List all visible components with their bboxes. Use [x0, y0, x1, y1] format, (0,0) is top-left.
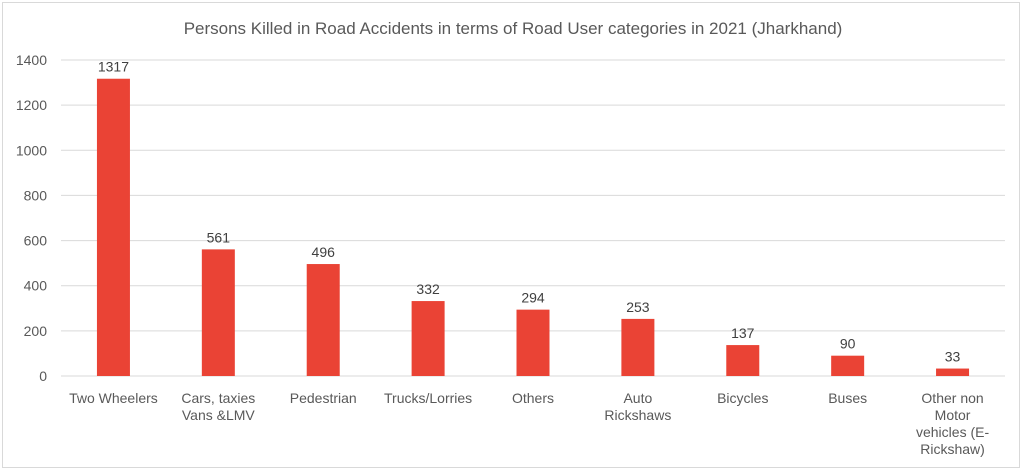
data-label: 253 — [626, 299, 650, 315]
data-label: 496 — [312, 244, 336, 260]
y-tick-label: 200 — [24, 323, 48, 339]
data-label: 137 — [731, 325, 755, 341]
data-label: 294 — [521, 290, 545, 306]
y-tick-label: 1200 — [16, 97, 47, 113]
bar — [936, 368, 970, 376]
category-label: Others — [512, 390, 554, 406]
category-label-line: Auto — [623, 390, 652, 406]
y-axis-tick-labels: 0 200 400 600 800 1000 1200 1400 — [16, 52, 47, 384]
category-label-line: Motor — [935, 407, 971, 423]
category-label-line: Other non — [921, 390, 983, 406]
category-label-line: Buses — [828, 390, 867, 406]
category-label-line: Two Wheelers — [69, 390, 158, 406]
bar — [726, 345, 760, 376]
data-labels: 1317 561 496 332 294 253 137 90 33 — [98, 59, 961, 365]
category-label-line: vehicles (E- — [916, 424, 989, 440]
bars — [96, 78, 970, 376]
data-label: 561 — [207, 229, 231, 245]
category-label-line: Rickshaws — [604, 407, 671, 423]
y-tick-label: 600 — [24, 233, 48, 249]
data-label: 1317 — [98, 59, 129, 75]
category-label: Two Wheelers — [69, 390, 158, 406]
category-label: Bicycles — [717, 390, 768, 406]
category-label: Buses — [828, 390, 867, 406]
category-label: Cars, taxies Vans &LMV — [181, 390, 255, 423]
y-tick-label: 400 — [24, 278, 48, 294]
category-label-line: Rickshaw) — [920, 441, 985, 457]
bar-chart: Persons Killed in Road Accidents in term… — [16, 19, 1005, 457]
category-label-line: Cars, taxies — [181, 390, 255, 406]
category-label: Trucks/Lorries — [384, 390, 472, 406]
data-label: 90 — [840, 336, 856, 352]
bar — [411, 301, 445, 376]
y-tick-label: 1000 — [16, 142, 47, 158]
category-label-line: Vans &LMV — [182, 407, 256, 423]
bar — [831, 355, 865, 376]
category-label-line: Others — [512, 390, 554, 406]
category-label-line: Trucks/Lorries — [384, 390, 472, 406]
y-tick-label: 800 — [24, 187, 48, 203]
category-label-line: Pedestrian — [290, 390, 357, 406]
bar — [201, 249, 235, 376]
bar — [96, 78, 130, 376]
bar — [306, 264, 340, 376]
category-label: Auto Rickshaws — [604, 390, 671, 423]
x-axis-category-labels: Two Wheelers Cars, taxies Vans &LMV Pedestr… — [69, 390, 989, 457]
data-label: 332 — [416, 281, 440, 297]
chart-title: Persons Killed in Road Accidents in term… — [184, 19, 843, 38]
y-tick-label: 0 — [39, 368, 47, 384]
data-label: 33 — [945, 349, 961, 365]
bar — [516, 309, 550, 376]
category-label: Other non Motor vehicles (E-Rickshaw) — [916, 390, 989, 457]
bar — [621, 318, 655, 376]
y-tick-label: 1400 — [16, 52, 47, 68]
category-label: Pedestrian — [290, 390, 357, 406]
category-label-line: Bicycles — [717, 390, 768, 406]
